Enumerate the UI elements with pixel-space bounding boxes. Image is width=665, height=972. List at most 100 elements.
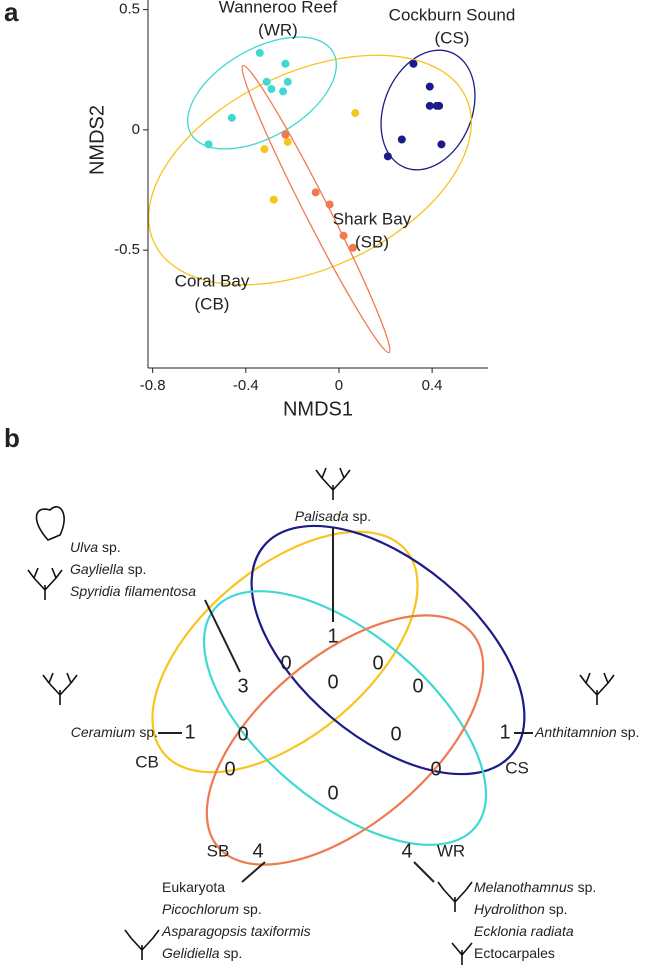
- species-rest: sp.: [102, 539, 121, 555]
- x-tick-label: 0: [335, 377, 343, 394]
- count: 0: [412, 675, 423, 697]
- point: [260, 145, 269, 154]
- count: 0: [430, 758, 441, 780]
- species: Ecklonia radiata: [474, 923, 574, 939]
- count: 0: [390, 723, 401, 745]
- point: [325, 200, 334, 209]
- species-genus: Gelidiella: [162, 945, 220, 961]
- icon: [35, 506, 65, 541]
- y-tick-label: -0.5: [114, 241, 140, 258]
- group-label: Shark Bay: [333, 209, 412, 228]
- species-rest: Ectocarpales: [474, 945, 555, 961]
- species-rest: sp.: [139, 724, 158, 740]
- count: 0: [224, 758, 235, 780]
- species: Asparagopsis taxiformis: [161, 923, 311, 939]
- species-rest: sp.: [353, 508, 372, 524]
- species-rest: sp.: [224, 945, 243, 961]
- seaweed-icons: [27, 467, 615, 965]
- group-label: (SB): [355, 232, 389, 251]
- leader-lines: [158, 528, 533, 883]
- point: [339, 231, 348, 240]
- point: [425, 82, 434, 91]
- panel-label: a: [4, 0, 19, 27]
- icon: [124, 929, 160, 960]
- count: 0: [327, 782, 338, 804]
- x-tick-label: -0.4: [233, 377, 259, 394]
- y-tick-label: 0: [132, 121, 140, 138]
- species: Hydrolithon sp.: [474, 901, 568, 917]
- icon: [437, 881, 473, 912]
- species: Eukaryota: [162, 879, 225, 895]
- icon: [579, 672, 615, 705]
- species: Palisada sp.: [295, 508, 371, 524]
- point: [281, 59, 290, 68]
- point: [437, 140, 446, 149]
- point: [255, 48, 264, 57]
- ellipse: [250, 524, 526, 776]
- species-genus: Hydrolithon: [474, 901, 545, 917]
- group-label: (CB): [195, 294, 230, 313]
- point: [409, 59, 418, 68]
- species: Ectocarpales: [474, 945, 555, 961]
- species-genus: Anthitamnion: [534, 724, 617, 740]
- ellipse: [380, 49, 476, 171]
- species-rest: sp.: [549, 901, 568, 917]
- point: [397, 135, 406, 144]
- icon: [451, 942, 473, 965]
- ellipse: [202, 590, 488, 846]
- group-label: Coral Bay: [175, 271, 250, 290]
- count: 0: [327, 671, 338, 693]
- set-label: CS: [505, 758, 529, 777]
- y-axis-label: NMDS2: [86, 105, 108, 175]
- group-label: (WR): [258, 20, 298, 39]
- point: [267, 84, 276, 93]
- count: 1: [184, 721, 195, 743]
- point: [311, 188, 320, 197]
- venn-ellipses: [151, 524, 526, 866]
- species-genus: Ulva: [70, 539, 98, 555]
- set-label: WR: [437, 841, 465, 860]
- species-genus: Palisada: [295, 508, 349, 524]
- species: Picochlorum sp.: [162, 901, 262, 917]
- y-tick-label: 0.5: [119, 1, 140, 18]
- group-label: (CS): [435, 28, 470, 47]
- count: 4: [252, 840, 263, 862]
- leader: [204, 599, 241, 673]
- ellipse: [205, 614, 485, 866]
- point: [281, 130, 290, 139]
- confidence-ellipses: [148, 36, 476, 354]
- icon: [27, 567, 63, 600]
- icon: [315, 467, 351, 500]
- group-label: Wanneroo Reef: [219, 0, 338, 16]
- x-tick-label: -0.8: [140, 377, 166, 394]
- count: 1: [499, 721, 510, 743]
- species-genus: Spyridia filamentosa: [70, 583, 196, 599]
- count: 3: [237, 675, 248, 697]
- species-rest: sp.: [621, 724, 640, 740]
- species-rest: sp.: [128, 561, 147, 577]
- group-label: Cockburn Sound: [389, 5, 516, 24]
- set-label: CB: [135, 752, 159, 771]
- species-rest: sp.: [578, 879, 597, 895]
- point: [279, 87, 288, 96]
- point: [204, 140, 213, 149]
- count: 0: [372, 652, 383, 674]
- point: [425, 101, 434, 110]
- ellipse: [151, 530, 419, 774]
- species-genus: Gayliella: [70, 561, 124, 577]
- point: [262, 77, 271, 86]
- x-tick-label: 0.4: [422, 377, 443, 394]
- species-rest: Eukaryota: [162, 879, 225, 895]
- x-axis-label: NMDS1: [283, 398, 353, 420]
- species-genus: Ecklonia radiata: [474, 923, 574, 939]
- point: [283, 137, 292, 146]
- species: Gayliella sp.: [70, 561, 146, 577]
- species: Ceramium sp.: [71, 724, 158, 740]
- species-genus: Melanothamnus: [474, 879, 574, 895]
- species: Spyridia filamentosa: [70, 583, 196, 599]
- count: 4: [401, 840, 412, 862]
- point: [283, 77, 292, 86]
- species: Gelidiella sp.: [162, 945, 242, 961]
- point: [269, 195, 278, 204]
